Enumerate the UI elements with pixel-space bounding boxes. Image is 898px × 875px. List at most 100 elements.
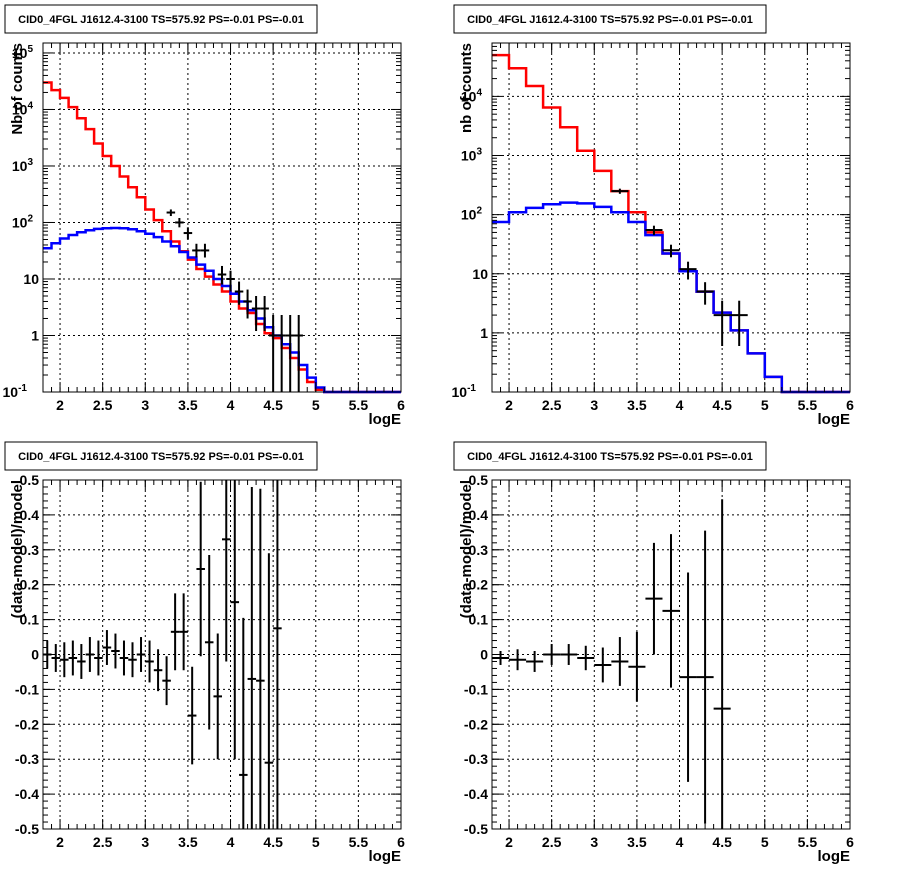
data-point <box>243 289 252 319</box>
x-tick-label: 4 <box>227 397 235 413</box>
x-axis-title: logE <box>818 848 851 865</box>
y-tick-label: -0.1 <box>464 681 488 697</box>
data-point <box>226 270 235 292</box>
residual-point <box>543 644 561 665</box>
x-tick-label: 4.5 <box>712 834 732 850</box>
y-tick-label: 105 <box>12 44 34 61</box>
x-tick-label: 2.5 <box>93 834 113 850</box>
title-box <box>4 441 318 471</box>
residual-point <box>560 644 578 665</box>
panel-residuals-fine: CID0_4FGL J1612.4-3100 TS=575.92 PS=-0.0… <box>4 441 405 865</box>
y-tick-label: 0.4 <box>20 507 40 523</box>
x-tick-label: 6 <box>846 834 854 850</box>
residual-point <box>102 630 112 665</box>
y-tick-label: -0.2 <box>15 716 39 732</box>
series-layer <box>43 81 401 394</box>
y-axis-title: (data-model)/model <box>458 480 475 618</box>
x-tick-label: 2 <box>505 397 513 413</box>
y-tick-label: 0.3 <box>469 542 489 558</box>
y-tick-label: -0.5 <box>15 821 39 837</box>
residual-point <box>645 542 663 655</box>
x-tick-label: 3 <box>141 397 149 413</box>
data-point <box>192 243 201 258</box>
x-tick-label: 2.5 <box>542 397 562 413</box>
x-tick-label: 4 <box>676 834 684 850</box>
x-tick-label: 5.5 <box>798 397 818 413</box>
data-point <box>645 225 663 236</box>
y-tick-label: -0.4 <box>15 786 39 802</box>
x-tick-label: 5 <box>312 397 320 413</box>
x-tick-label: 4.5 <box>263 397 283 413</box>
residual-point <box>68 640 78 676</box>
residual-point <box>247 486 257 829</box>
x-tick-label: 3.5 <box>178 834 198 850</box>
residual-point <box>179 593 188 671</box>
residual-point <box>594 647 612 683</box>
axis-ticks: 2 2.5 3 3.5 4 4.5 5 5.5 6 10-1 1 10 102 103 104 105 <box>3 43 405 413</box>
residual-point <box>509 649 527 671</box>
y-tick-label: 0.4 <box>469 507 489 523</box>
x-tick-label: 4.5 <box>263 834 283 850</box>
x-tick-label: 6 <box>846 397 854 413</box>
y-tick-label: -0.3 <box>15 751 39 767</box>
data-point <box>730 300 748 346</box>
residual-point <box>713 499 731 829</box>
residual-point <box>60 642 69 678</box>
x-tick-label: 3 <box>141 834 149 850</box>
y-tick-label: 104 <box>461 87 483 104</box>
series-step-line <box>492 201 850 394</box>
panel-title: CID0_4FGL J1612.4-3100 TS=575.92 PS=-0.0… <box>467 14 753 26</box>
x-tick-label: 6 <box>397 834 405 850</box>
residual-point <box>222 480 231 662</box>
panel-title: CID0_4FGL J1612.4-3100 TS=575.92 PS=-0.0… <box>18 451 304 463</box>
data-point <box>294 315 303 392</box>
y-axis-title: nb of counts <box>458 43 475 133</box>
residual-point <box>170 593 180 671</box>
x-tick-label: 3 <box>590 834 598 850</box>
y-tick-label: 0 <box>31 647 39 663</box>
residual-point <box>273 480 282 829</box>
y-tick-label: 103 <box>12 157 34 174</box>
residual-point <box>153 649 163 692</box>
residual-point <box>256 488 265 829</box>
y-tick-label: 0.5 <box>20 472 40 488</box>
data-point <box>200 243 210 258</box>
residual-point <box>492 651 510 665</box>
residual-point <box>611 637 629 686</box>
residual-point <box>239 617 248 829</box>
data-point <box>285 315 295 392</box>
panel-residuals-coarse: CID0_4FGL J1612.4-3100 TS=575.92 PS=-0.0… <box>453 441 854 865</box>
y-tick-label: -0.5 <box>464 821 488 837</box>
residual-point <box>628 631 646 702</box>
residual-point <box>77 644 86 679</box>
residual-point <box>119 640 129 676</box>
y-tick-label: -0.3 <box>464 751 488 767</box>
x-tick-label: 2 <box>56 834 64 850</box>
x-tick-label: 3.5 <box>178 397 198 413</box>
x-tick-label: 3.5 <box>627 834 647 850</box>
residual-point <box>213 633 222 760</box>
y-tick-label: 0.1 <box>20 612 40 628</box>
x-tick-label: 5.5 <box>798 834 818 850</box>
data-point <box>183 227 193 240</box>
data-point <box>662 244 680 258</box>
data-point <box>679 261 697 280</box>
y-tick-label: 0.3 <box>20 542 40 558</box>
residual-point <box>662 534 680 688</box>
panel-title: CID0_4FGL J1612.4-3100 TS=575.92 PS=-0.0… <box>18 14 304 26</box>
y-tick-label: 0.2 <box>20 577 40 593</box>
residual-point <box>526 651 544 672</box>
y-tick-label: -0.2 <box>464 716 488 732</box>
residual-point <box>145 640 154 683</box>
residual-point <box>204 555 214 730</box>
y-tick-label: 102 <box>12 213 34 230</box>
title-box <box>453 441 767 471</box>
y-tick-label: 10 <box>472 266 488 282</box>
y-axis-title: (data-model)/model <box>9 480 26 618</box>
residual-point <box>264 553 274 829</box>
data-point <box>234 281 244 305</box>
panel-title: CID0_4FGL J1612.4-3100 TS=575.92 PS=-0.0… <box>467 451 753 463</box>
title-box <box>4 4 318 34</box>
